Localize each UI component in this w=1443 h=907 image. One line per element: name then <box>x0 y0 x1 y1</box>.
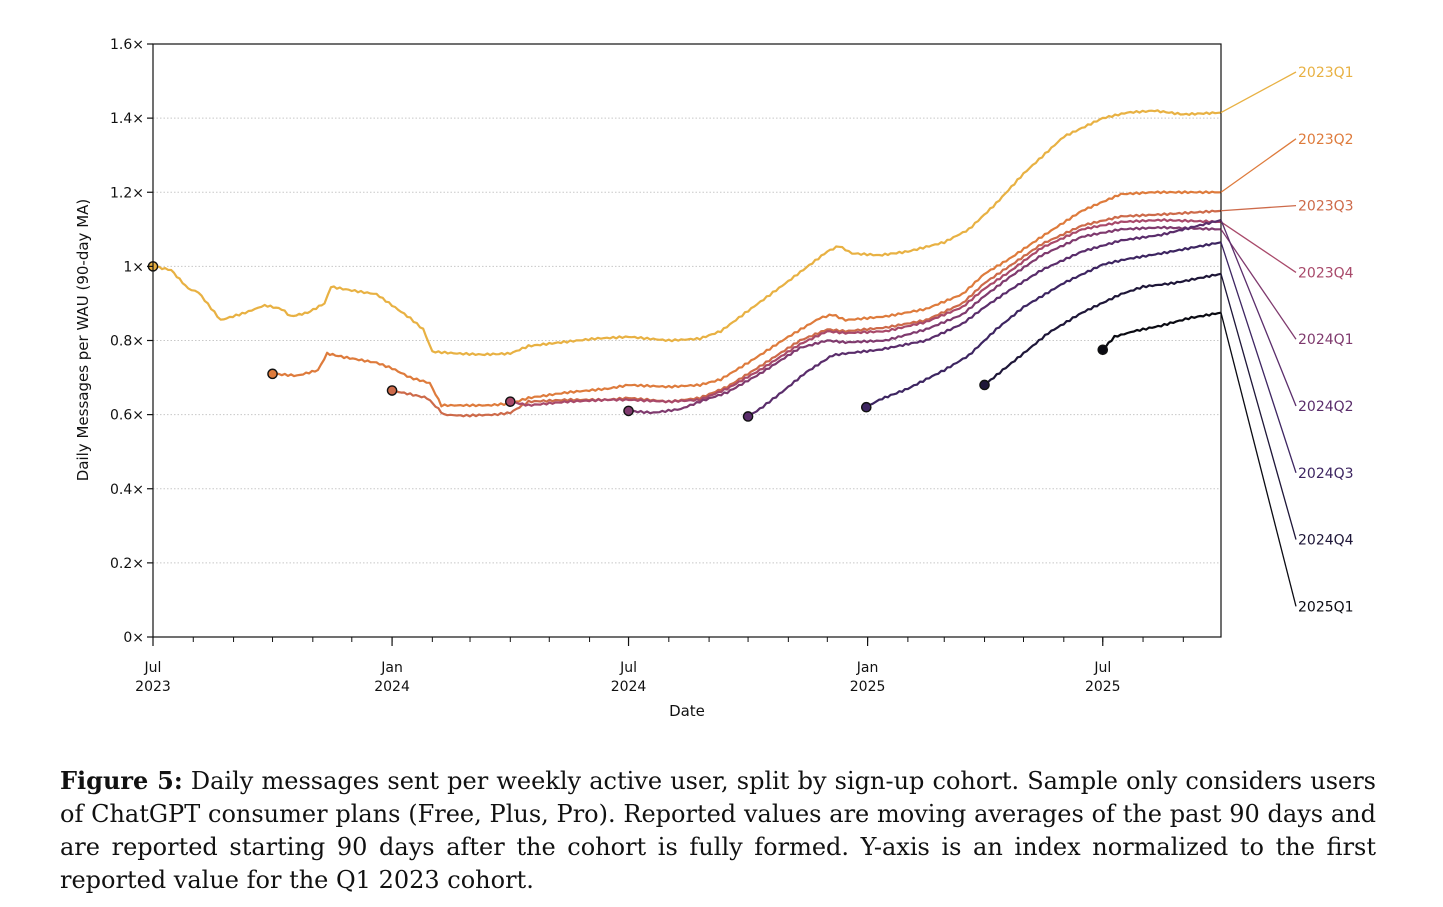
y-axis-label: Daily Messages per WAU (90-day MA) <box>74 199 92 482</box>
series-label-2024Q4: 2024Q4 <box>1298 533 1354 549</box>
series-start-marker-2024Q1 <box>623 405 634 417</box>
x-tick-label: Jul <box>1093 660 1111 676</box>
x-tick-label: 2024 <box>611 679 647 695</box>
series-start-marker-2024Q3 <box>860 401 872 413</box>
x-tick-label: Jan <box>856 660 879 676</box>
caption-label: Figure 5: <box>60 766 183 795</box>
series-label-2023Q1: 2023Q1 <box>1298 65 1354 81</box>
series-label-2024Q1: 2024Q1 <box>1298 332 1354 348</box>
plot-frame <box>152 43 1222 638</box>
series-start-marker-2025Q1 <box>1097 344 1109 356</box>
series-lines <box>147 109 1222 422</box>
series-start-marker-2023Q3 <box>386 385 398 396</box>
series-label-2023Q2: 2023Q2 <box>1298 132 1354 148</box>
figure-caption: Figure 5: Daily messages sent per weekly… <box>60 764 1376 897</box>
leader-line-2024Q4 <box>1220 273 1297 540</box>
y-tick-label: 0.8× <box>110 334 144 350</box>
x-tick-label: Jan <box>380 660 403 676</box>
series-line-2025Q1 <box>1102 311 1222 351</box>
x-axis-label: Date <box>669 702 705 720</box>
leader-line-2023Q4 <box>1220 221 1297 273</box>
y-tick-label: 0.2× <box>110 556 144 572</box>
y-tick-label: 1.2× <box>110 185 144 201</box>
leader-line-2023Q2 <box>1220 138 1297 193</box>
series-label-2025Q1: 2025Q1 <box>1298 599 1354 615</box>
series-label-2023Q4: 2023Q4 <box>1298 265 1354 281</box>
y-tick-label: 0.6× <box>110 408 144 424</box>
series-label-2024Q2: 2024Q2 <box>1298 399 1354 415</box>
x-tick-label: 2023 <box>135 679 171 695</box>
series-line-2023Q1 <box>152 109 1222 357</box>
x-tick-label: Jul <box>619 660 637 676</box>
x-tick-label: 2025 <box>850 679 886 695</box>
series-start-marker-2023Q4 <box>504 396 516 407</box>
axes: 0× 0.2× 0.4× 0.6× 0.8× 1× 1.2× 1.4× 1.6× Jul 2023 J… <box>110 37 1222 695</box>
y-tick-label: 0× <box>123 630 144 646</box>
y-tick-label: 0.4× <box>110 482 144 498</box>
leader-line-2024Q1 <box>1220 228 1297 340</box>
grid-lines <box>153 117 1221 564</box>
y-tick-label: 1.6× <box>110 37 144 53</box>
leader-line-2025Q1 <box>1220 312 1297 607</box>
series-line-2024Q3 <box>865 241 1222 409</box>
caption-text: Daily messages sent per weekly active us… <box>60 767 1376 894</box>
leader-line-2024Q2 <box>1220 219 1297 407</box>
series-labels: 2023Q1 2023Q2 2023Q3 2023Q4 2024Q1 2024Q2 2024… <box>1220 65 1354 615</box>
x-tick-label: 2024 <box>374 679 410 695</box>
series-label-2023Q3: 2023Q3 <box>1298 199 1354 215</box>
y-tick-label: 1.4× <box>110 111 144 127</box>
series-start-marker-2024Q4 <box>979 379 990 391</box>
x-tick-label: Jul <box>144 660 162 676</box>
series-line-2023Q3 <box>391 209 1222 418</box>
leader-line-2024Q3 <box>1220 242 1297 474</box>
series-line-2024Q4 <box>983 272 1222 387</box>
series-label-2024Q3: 2024Q3 <box>1298 466 1354 482</box>
series-line-2023Q2 <box>272 190 1222 408</box>
leader-line-2023Q3 <box>1220 204 1297 212</box>
series-line-2024Q1 <box>628 225 1221 415</box>
cohort-line-chart: 0× 0.2× 0.4× 0.6× 0.8× 1× 1.2× 1.4× 1.6× Jul 2023 J… <box>74 37 1354 720</box>
series-line-2024Q2 <box>747 218 1222 419</box>
series-line-2023Q4 <box>510 218 1221 407</box>
x-tick-label: 2025 <box>1085 679 1121 695</box>
y-tick-label: 1× <box>123 259 144 275</box>
series-start-marker-2023Q2 <box>267 368 278 380</box>
series-start-marker-2024Q2 <box>742 411 754 422</box>
leader-line-2023Q1 <box>1220 71 1297 114</box>
